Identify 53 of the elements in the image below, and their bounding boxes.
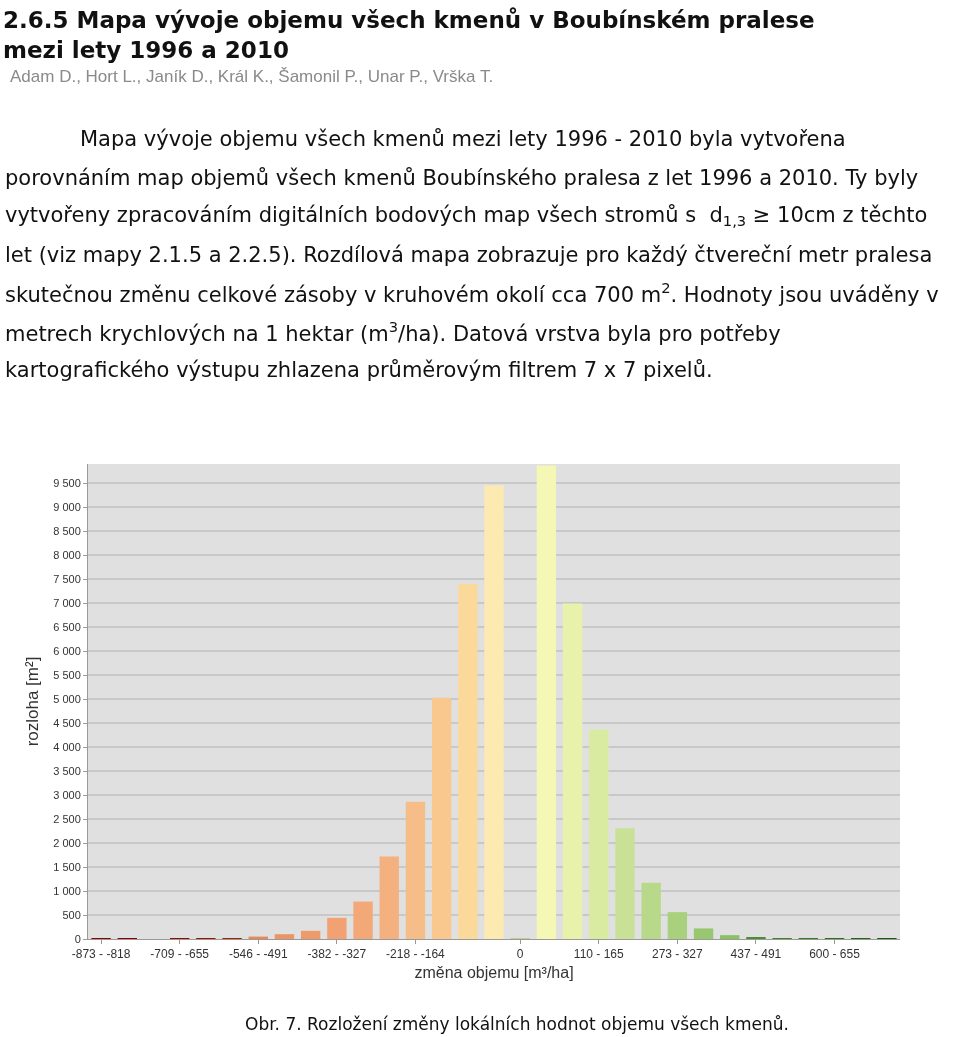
y-tick-label: 1 000 xyxy=(53,884,81,897)
x-tick-label: -546 - -491 xyxy=(228,947,288,962)
bar xyxy=(484,485,504,939)
y-tick-label: 9 000 xyxy=(53,501,81,514)
x-tick-label: -218 - -164 xyxy=(386,947,446,962)
y-tick-label: 9 500 xyxy=(53,477,81,490)
y-tick-label: 8 000 xyxy=(53,549,81,562)
x-tick-label: -873 - -818 xyxy=(71,947,131,962)
y-tick-label: 8 500 xyxy=(53,525,81,538)
x-tick-label: 437 - 491 xyxy=(730,947,782,962)
bar xyxy=(431,697,452,939)
text: Obr. 7. Rozložení změny lokálních hodnot objemu všech kmenů. xyxy=(245,1014,789,1034)
x-tick-label: -709 - -655 xyxy=(150,947,210,962)
x-tick-label: 110 - 165 xyxy=(573,947,624,962)
y-tick-label: 5 500 xyxy=(53,668,81,681)
bar xyxy=(615,828,635,939)
x-tick-label: 0 xyxy=(516,947,524,962)
bar xyxy=(589,729,609,939)
text: Mapa vývoje objemu všech kmenů mezi lety 1996 - 2010 byla vytvořena porovnáním map objemů všech kmenů Boubínského pralesa z let 1996 a 2010. Ty byly vytvořeny zpracováním digitálních bodových map všech stromů s d$_{1,3}$ ≥ 10cm z těchto let (viz mapy 2.1.5 a 2.2.5). Rozdílová mapa zobrazuje pro každý čtvereční metr pralesa skutečnou změnu celkové zásoby v kruhovém okolí cca 700 m$^{2}$. Hodnoty jsou uváděny v metrech krychlových na 1 hektar (m$^{3}$/ha). Datová vrstva byla pro potřeby kartografického výstupu zhlazena průměrovým filtrem 7 x 7 pixelů. xyxy=(5,127,939,382)
y-tick-label: 0 xyxy=(74,932,81,945)
y-axis-title: rozloha [m²] xyxy=(22,656,42,747)
bar xyxy=(300,930,321,939)
bar xyxy=(405,801,426,939)
bar xyxy=(274,934,295,939)
bar xyxy=(720,935,740,939)
y-tick-label: 1 500 xyxy=(53,860,81,873)
bar xyxy=(327,917,347,939)
x-axis-title: změna objemu [m³/ha] xyxy=(414,964,574,982)
bar xyxy=(353,901,373,939)
y-tick-label: 6 000 xyxy=(53,644,81,657)
y-tick-label: 500 xyxy=(62,908,81,921)
x-tick-label: -382 - -327 xyxy=(307,947,367,962)
y-tick-label: 5 000 xyxy=(53,692,81,705)
y-tick-label: 3 500 xyxy=(53,764,81,777)
x-tick-label: 600 - 655 xyxy=(809,947,861,962)
y-tick-label: 2 500 xyxy=(53,812,81,825)
bar xyxy=(536,465,557,939)
bar xyxy=(562,603,583,939)
y-tick-label: 4 000 xyxy=(53,740,81,753)
bar xyxy=(693,928,714,939)
y-tick-label: 3 000 xyxy=(53,788,81,801)
bar xyxy=(641,882,661,939)
bar xyxy=(667,912,688,939)
bar xyxy=(379,856,399,939)
chart-title: 2.6.5 Mapa vývoje objemu všech kmenů v Boubínském pralese mezi lety 1996 a 2010 xyxy=(3,6,815,63)
y-tick-label: 2 000 xyxy=(53,836,81,849)
y-tick-label: 7 000 xyxy=(53,596,81,609)
y-tick-label: 6 500 xyxy=(53,620,81,633)
chart-subtitle: Adam D., Hort L., Janík D., Král K., Šamonil P., Unar P., Vrška T. xyxy=(10,67,494,86)
y-tick-label: 4 500 xyxy=(53,716,81,729)
y-tick-label: 7 500 xyxy=(53,573,81,585)
bar xyxy=(458,583,478,939)
x-tick-label: 273 - 327 xyxy=(651,947,704,962)
